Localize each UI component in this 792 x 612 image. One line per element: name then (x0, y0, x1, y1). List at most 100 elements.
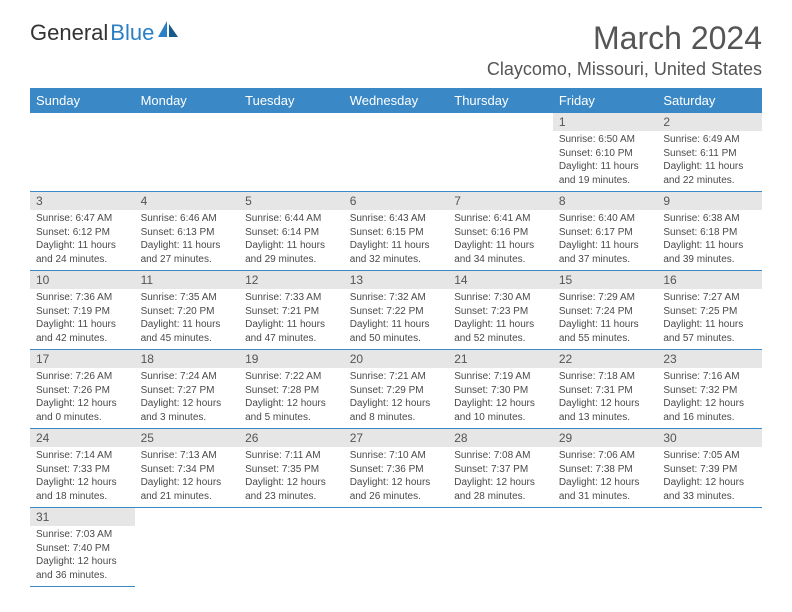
calendar-cell: 12Sunrise: 7:33 AMSunset: 7:21 PMDayligh… (239, 271, 344, 350)
weekday-header-row: Sunday Monday Tuesday Wednesday Thursday… (30, 88, 762, 113)
sunset-line: Sunset: 7:25 PM (663, 305, 756, 319)
daylight-line: Daylight: 11 hours and 22 minutes. (663, 160, 756, 187)
daylight-line: Daylight: 11 hours and 29 minutes. (245, 239, 338, 266)
daylight-line: Daylight: 12 hours and 28 minutes. (454, 476, 547, 503)
calendar-cell: 21Sunrise: 7:19 AMSunset: 7:30 PMDayligh… (448, 350, 553, 429)
day-number: 9 (657, 192, 762, 210)
daylight-line: Daylight: 11 hours and 50 minutes. (350, 318, 443, 345)
sunset-line: Sunset: 6:10 PM (559, 147, 652, 161)
day-details: Sunrise: 7:35 AMSunset: 7:20 PMDaylight:… (135, 289, 240, 349)
sunset-line: Sunset: 6:11 PM (663, 147, 756, 161)
calendar-cell: 7Sunrise: 6:41 AMSunset: 6:16 PMDaylight… (448, 192, 553, 271)
sunset-line: Sunset: 7:38 PM (559, 463, 652, 477)
daylight-line: Daylight: 11 hours and 34 minutes. (454, 239, 547, 266)
calendar-cell: 30Sunrise: 7:05 AMSunset: 7:39 PMDayligh… (657, 429, 762, 508)
day-number: 6 (344, 192, 449, 210)
sunset-line: Sunset: 6:12 PM (36, 226, 129, 240)
sunrise-line: Sunrise: 7:30 AM (454, 291, 547, 305)
day-number: 17 (30, 350, 135, 368)
day-details: Sunrise: 7:16 AMSunset: 7:32 PMDaylight:… (657, 368, 762, 428)
calendar-row: 10Sunrise: 7:36 AMSunset: 7:19 PMDayligh… (30, 271, 762, 350)
day-details: Sunrise: 7:30 AMSunset: 7:23 PMDaylight:… (448, 289, 553, 349)
daylight-line: Daylight: 11 hours and 37 minutes. (559, 239, 652, 266)
sunset-line: Sunset: 7:40 PM (36, 542, 129, 556)
calendar-row: 31Sunrise: 7:03 AMSunset: 7:40 PMDayligh… (30, 508, 762, 587)
calendar-body: 1Sunrise: 6:50 AMSunset: 6:10 PMDaylight… (30, 113, 762, 587)
sunrise-line: Sunrise: 6:49 AM (663, 133, 756, 147)
day-number: 20 (344, 350, 449, 368)
day-details: Sunrise: 7:27 AMSunset: 7:25 PMDaylight:… (657, 289, 762, 349)
day-details: Sunrise: 7:13 AMSunset: 7:34 PMDaylight:… (135, 447, 240, 507)
calendar-cell: 13Sunrise: 7:32 AMSunset: 7:22 PMDayligh… (344, 271, 449, 350)
sunset-line: Sunset: 7:35 PM (245, 463, 338, 477)
day-number: 13 (344, 271, 449, 289)
daylight-line: Daylight: 12 hours and 18 minutes. (36, 476, 129, 503)
day-number: 28 (448, 429, 553, 447)
calendar-cell: 26Sunrise: 7:11 AMSunset: 7:35 PMDayligh… (239, 429, 344, 508)
daylight-line: Daylight: 12 hours and 31 minutes. (559, 476, 652, 503)
calendar-cell: 15Sunrise: 7:29 AMSunset: 7:24 PMDayligh… (553, 271, 658, 350)
sunset-line: Sunset: 7:24 PM (559, 305, 652, 319)
day-details: Sunrise: 7:33 AMSunset: 7:21 PMDaylight:… (239, 289, 344, 349)
calendar-cell (657, 508, 762, 587)
sunrise-line: Sunrise: 7:26 AM (36, 370, 129, 384)
sunset-line: Sunset: 6:13 PM (141, 226, 234, 240)
sunset-line: Sunset: 7:19 PM (36, 305, 129, 319)
day-details: Sunrise: 7:11 AMSunset: 7:35 PMDaylight:… (239, 447, 344, 507)
calendar-cell: 17Sunrise: 7:26 AMSunset: 7:26 PMDayligh… (30, 350, 135, 429)
day-details: Sunrise: 6:40 AMSunset: 6:17 PMDaylight:… (553, 210, 658, 270)
day-number: 14 (448, 271, 553, 289)
daylight-line: Daylight: 12 hours and 36 minutes. (36, 555, 129, 582)
daylight-line: Daylight: 12 hours and 5 minutes. (245, 397, 338, 424)
day-number: 19 (239, 350, 344, 368)
day-details: Sunrise: 7:26 AMSunset: 7:26 PMDaylight:… (30, 368, 135, 428)
calendar-cell: 8Sunrise: 6:40 AMSunset: 6:17 PMDaylight… (553, 192, 658, 271)
sunrise-line: Sunrise: 7:08 AM (454, 449, 547, 463)
daylight-line: Daylight: 11 hours and 19 minutes. (559, 160, 652, 187)
day-number: 29 (553, 429, 658, 447)
calendar-cell: 31Sunrise: 7:03 AMSunset: 7:40 PMDayligh… (30, 508, 135, 587)
calendar-row: 3Sunrise: 6:47 AMSunset: 6:12 PMDaylight… (30, 192, 762, 271)
day-number: 24 (30, 429, 135, 447)
sunset-line: Sunset: 7:33 PM (36, 463, 129, 477)
sunset-line: Sunset: 6:15 PM (350, 226, 443, 240)
sunset-line: Sunset: 7:23 PM (454, 305, 547, 319)
day-number: 1 (553, 113, 658, 131)
calendar-cell: 24Sunrise: 7:14 AMSunset: 7:33 PMDayligh… (30, 429, 135, 508)
day-details: Sunrise: 7:14 AMSunset: 7:33 PMDaylight:… (30, 447, 135, 507)
day-number: 4 (135, 192, 240, 210)
sunset-line: Sunset: 7:30 PM (454, 384, 547, 398)
sunrise-line: Sunrise: 7:10 AM (350, 449, 443, 463)
calendar-cell (448, 113, 553, 192)
calendar-row: 1Sunrise: 6:50 AMSunset: 6:10 PMDaylight… (30, 113, 762, 192)
sunrise-line: Sunrise: 7:14 AM (36, 449, 129, 463)
sunrise-line: Sunrise: 7:11 AM (245, 449, 338, 463)
daylight-line: Daylight: 12 hours and 26 minutes. (350, 476, 443, 503)
calendar-cell: 11Sunrise: 7:35 AMSunset: 7:20 PMDayligh… (135, 271, 240, 350)
day-number: 7 (448, 192, 553, 210)
sunrise-line: Sunrise: 7:24 AM (141, 370, 234, 384)
daylight-line: Daylight: 11 hours and 39 minutes. (663, 239, 756, 266)
day-details: Sunrise: 6:41 AMSunset: 6:16 PMDaylight:… (448, 210, 553, 270)
calendar-row: 17Sunrise: 7:26 AMSunset: 7:26 PMDayligh… (30, 350, 762, 429)
day-number: 3 (30, 192, 135, 210)
calendar-cell: 29Sunrise: 7:06 AMSunset: 7:38 PMDayligh… (553, 429, 658, 508)
calendar-cell (239, 508, 344, 587)
calendar-cell: 6Sunrise: 6:43 AMSunset: 6:15 PMDaylight… (344, 192, 449, 271)
day-number: 18 (135, 350, 240, 368)
sunset-line: Sunset: 7:31 PM (559, 384, 652, 398)
daylight-line: Daylight: 11 hours and 32 minutes. (350, 239, 443, 266)
day-details: Sunrise: 6:49 AMSunset: 6:11 PMDaylight:… (657, 131, 762, 191)
day-details: Sunrise: 7:21 AMSunset: 7:29 PMDaylight:… (344, 368, 449, 428)
sunrise-line: Sunrise: 7:13 AM (141, 449, 234, 463)
calendar-cell: 20Sunrise: 7:21 AMSunset: 7:29 PMDayligh… (344, 350, 449, 429)
day-details: Sunrise: 7:08 AMSunset: 7:37 PMDaylight:… (448, 447, 553, 507)
daylight-line: Daylight: 11 hours and 52 minutes. (454, 318, 547, 345)
sunset-line: Sunset: 7:21 PM (245, 305, 338, 319)
calendar-cell: 19Sunrise: 7:22 AMSunset: 7:28 PMDayligh… (239, 350, 344, 429)
logo-text-dark: General (30, 20, 108, 46)
weekday-header: Friday (553, 88, 658, 113)
calendar-cell: 22Sunrise: 7:18 AMSunset: 7:31 PMDayligh… (553, 350, 658, 429)
calendar-cell: 27Sunrise: 7:10 AMSunset: 7:36 PMDayligh… (344, 429, 449, 508)
daylight-line: Daylight: 12 hours and 23 minutes. (245, 476, 338, 503)
